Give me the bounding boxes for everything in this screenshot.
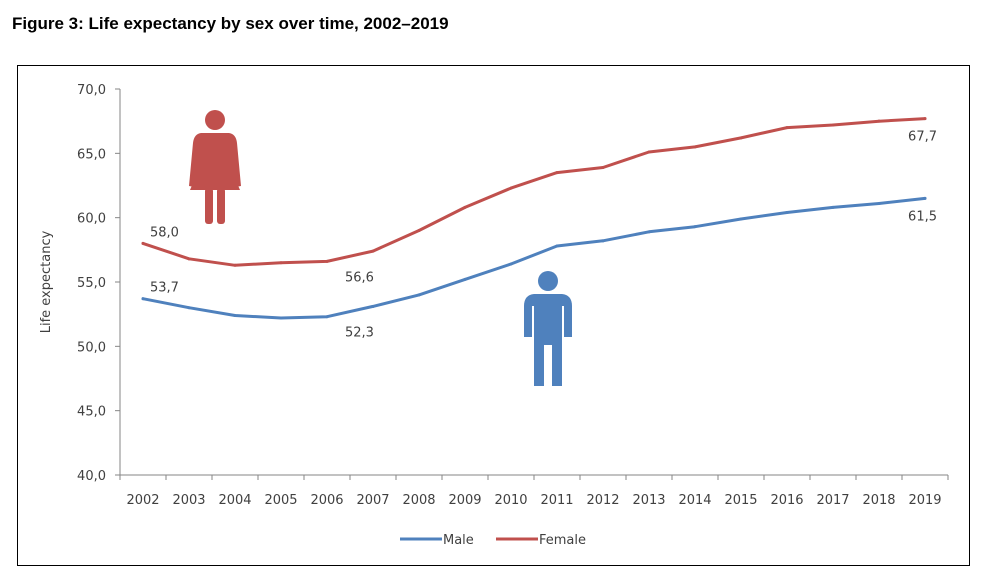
data-label-male: 61,5	[908, 209, 937, 224]
data-point-male	[923, 196, 927, 200]
chart-frame	[17, 65, 970, 566]
data-point-female	[187, 257, 191, 261]
data-point-female	[417, 229, 421, 233]
data-point-male	[693, 225, 697, 229]
data-point-female	[647, 150, 651, 154]
y-tick-label: 45,0	[77, 405, 106, 420]
data-point-male	[417, 293, 421, 297]
data-point-male	[831, 205, 835, 209]
data-point-male	[877, 202, 881, 206]
data-label-female: 67,7	[908, 130, 937, 145]
y-axis-title: Life expectancy	[39, 230, 54, 333]
legend-label: Male	[443, 533, 474, 548]
x-tick-label: 2015	[724, 493, 757, 508]
y-tick-label: 50,0	[77, 340, 106, 355]
y-tick-label: 40,0	[77, 469, 106, 484]
x-tick-label: 2011	[540, 493, 573, 508]
data-point-male	[555, 244, 559, 248]
data-point-female	[233, 263, 237, 267]
x-tick-label: 2004	[218, 493, 251, 508]
x-tick-label: 2009	[448, 493, 481, 508]
legend-item-female: Female	[496, 533, 586, 548]
x-tick-label: 2005	[264, 493, 297, 508]
x-tick-label: 2019	[908, 493, 941, 508]
legend-item-male: Male	[400, 533, 474, 548]
series-line-female	[141, 117, 927, 267]
x-tick-label: 2002	[126, 493, 159, 508]
data-point-male	[601, 239, 605, 243]
x-tick-label: 2014	[678, 493, 711, 508]
data-point-male	[647, 230, 651, 234]
x-tick-label: 2003	[172, 493, 205, 508]
data-point-male	[233, 313, 237, 317]
data-point-male	[325, 315, 329, 319]
y-tick-label: 60,0	[77, 212, 106, 227]
data-point-male	[509, 262, 513, 266]
x-tick-label: 2006	[310, 493, 343, 508]
series-line-male	[141, 196, 927, 320]
data-point-female	[831, 123, 835, 127]
x-tick-label: 2018	[862, 493, 895, 508]
data-point-female	[279, 261, 283, 265]
data-label-male: 53,7	[150, 281, 179, 296]
data-point-female	[371, 249, 375, 253]
data-point-female	[923, 117, 927, 121]
female-person-icon	[189, 110, 241, 224]
data-point-male	[371, 304, 375, 308]
data-point-female	[877, 119, 881, 123]
data-point-male	[785, 211, 789, 215]
data-point-male	[141, 297, 145, 301]
data-point-male	[279, 316, 283, 320]
figure-title: Figure 3: Life expectancy by sex over ti…	[12, 14, 449, 33]
data-point-female	[601, 165, 605, 169]
y-tick-label: 65,0	[77, 147, 106, 162]
data-point-male	[187, 306, 191, 310]
data-point-female	[555, 171, 559, 175]
data-point-male	[739, 217, 743, 221]
data-point-female	[693, 145, 697, 149]
x-tick-label: 2007	[356, 493, 389, 508]
data-point-female	[509, 186, 513, 190]
data-label-female: 56,6	[345, 270, 374, 285]
data-label-male: 52,3	[345, 326, 374, 341]
y-tick-label: 70,0	[77, 83, 106, 98]
data-point-female	[785, 126, 789, 130]
x-tick-label: 2010	[494, 493, 527, 508]
x-tick-label: 2017	[816, 493, 849, 508]
x-tick-label: 2016	[770, 493, 803, 508]
legend-label: Female	[539, 533, 586, 548]
data-point-female	[141, 241, 145, 245]
y-tick-label: 55,0	[77, 276, 106, 291]
data-point-female	[463, 205, 467, 209]
data-label-female: 58,0	[150, 225, 179, 240]
data-point-male	[463, 277, 467, 281]
x-tick-label: 2012	[586, 493, 619, 508]
x-tick-label: 2013	[632, 493, 665, 508]
data-point-female	[325, 259, 329, 263]
male-person-icon	[524, 271, 572, 386]
x-tick-label: 2008	[402, 493, 435, 508]
data-point-female	[739, 136, 743, 140]
